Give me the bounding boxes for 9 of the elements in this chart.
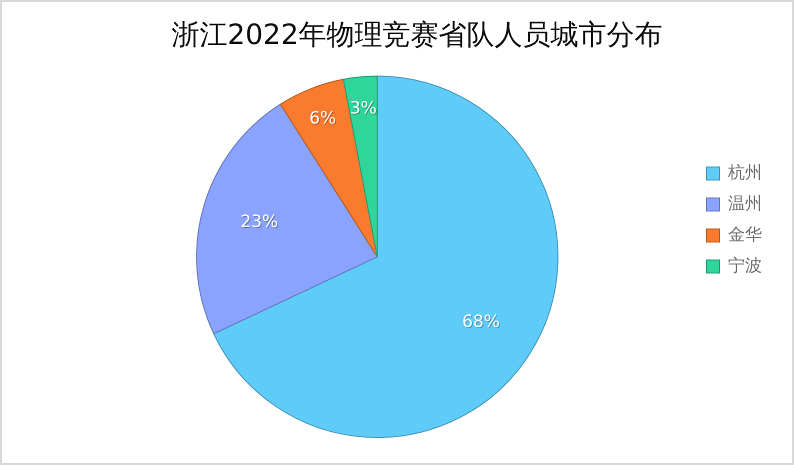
data-label: 6% [310,109,338,130]
legend-label: 宁波 [728,256,762,276]
legend-label: 杭州 [727,162,762,183]
chart-title: 浙江2022年物理竞赛省队人员城市分布 [171,18,663,52]
legend-label: 金华 [728,224,762,245]
data-label: 68% [463,313,501,334]
data-label: 3% [350,100,378,120]
legend-label: 温州 [728,194,762,214]
data-label: 23% [241,212,280,233]
